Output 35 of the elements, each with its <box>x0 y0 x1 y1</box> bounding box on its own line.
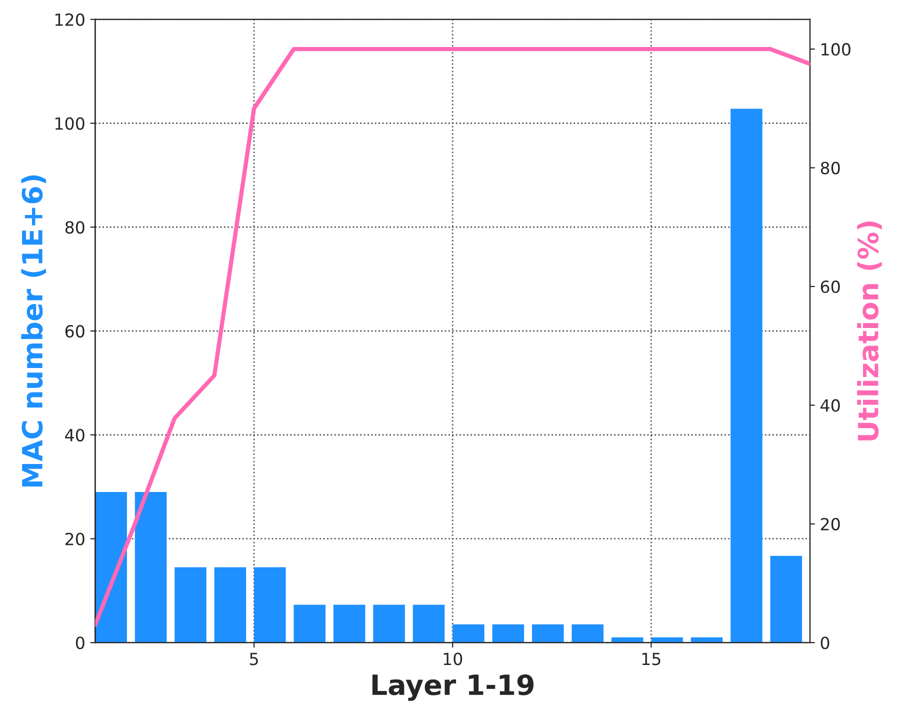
y-tick-label: 20 <box>65 532 84 546</box>
bar <box>95 492 127 643</box>
x-tick-label: 15 <box>642 652 660 666</box>
bar <box>174 567 206 643</box>
line-series <box>95 46 810 627</box>
y2-tick-label: 0 <box>820 636 830 650</box>
y-tick-label: 100 <box>55 117 84 130</box>
bar <box>532 624 564 643</box>
bar <box>134 492 167 643</box>
y2-tick-label: 40 <box>820 399 840 412</box>
y-tick-label: 60 <box>65 324 84 338</box>
y-tick-label: 120 <box>55 13 84 26</box>
y-tick-label: 0 <box>76 636 84 650</box>
x-axis-title: Layer 1-19 <box>372 674 534 701</box>
y2-tick-label: 100 <box>822 43 850 56</box>
bar <box>373 604 405 643</box>
y2-tick-label: 80 <box>820 162 840 174</box>
bar <box>214 567 246 643</box>
bar <box>254 567 286 643</box>
x-tick-label: 10 <box>444 652 462 666</box>
y-tick-label: 40 <box>65 428 84 442</box>
bar <box>492 624 524 643</box>
bar <box>333 604 366 643</box>
y-axis-title: MAC number (1E+6) <box>21 175 46 486</box>
bar <box>452 624 484 643</box>
bar <box>572 624 604 643</box>
bar <box>770 556 802 643</box>
x-tick-label: 5 <box>250 652 258 666</box>
y2-tick-label: 60 <box>820 280 840 294</box>
y-tick-label: 80 <box>65 221 84 234</box>
y2-tick-label: 20 <box>820 518 840 530</box>
bar <box>730 108 762 643</box>
bar <box>412 604 445 643</box>
bar <box>294 604 326 643</box>
y2-axis-title: Utilization (%) <box>857 221 882 440</box>
